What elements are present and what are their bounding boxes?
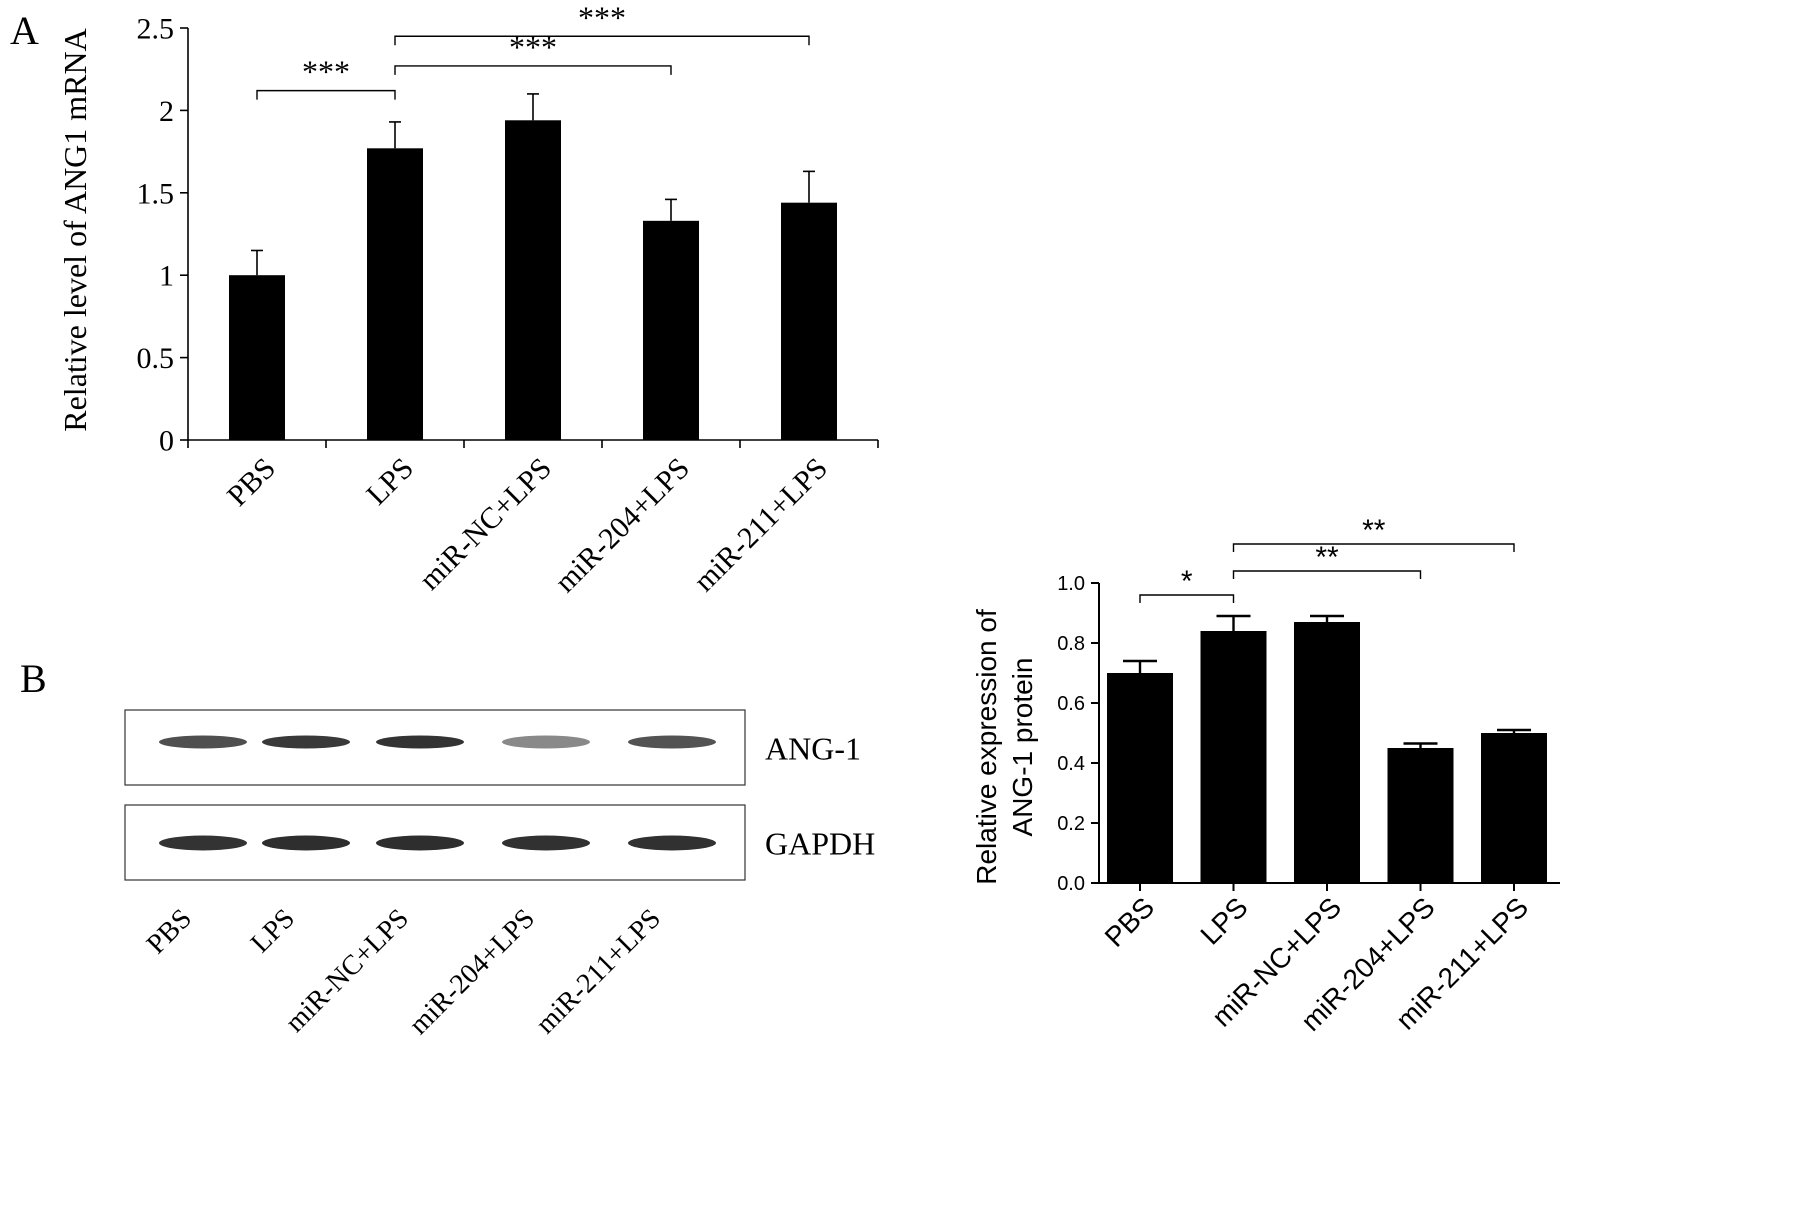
x-label-pbs: PBS bbox=[1099, 891, 1161, 953]
y-tick-label: 0 bbox=[159, 425, 174, 458]
y-tick-label: 0.6 bbox=[1057, 693, 1085, 715]
band-lps bbox=[262, 835, 350, 851]
y-axis-title: Relative level of ANG1 mRNA bbox=[57, 28, 93, 431]
x-label-mir-nc-lps: miR-NC+LPS bbox=[413, 452, 558, 597]
y-axis-title: ANG-1 protein bbox=[1007, 658, 1038, 837]
bar-mir-204-lps bbox=[1387, 748, 1454, 883]
blot-lane-mir-nc-lps: miR-NC+LPS bbox=[280, 903, 415, 1038]
x-label-mir-204-lps: miR-204+LPS bbox=[549, 452, 696, 599]
y-tick-label: 2.5 bbox=[137, 13, 175, 46]
x-label-mir-211-lps: miR-211+LPS bbox=[687, 452, 833, 598]
bar-mir-nc-lps bbox=[505, 120, 561, 441]
y-tick-label: 0.8 bbox=[1057, 633, 1085, 655]
band-mir-211-lps bbox=[628, 835, 716, 851]
panel-label-a: A bbox=[10, 8, 39, 53]
x-label-lps: LPS bbox=[360, 452, 420, 512]
significance-label: *** bbox=[302, 54, 350, 90]
bar-lps bbox=[367, 148, 423, 440]
band-lps bbox=[262, 735, 350, 749]
bar-mir-211-lps bbox=[781, 202, 837, 440]
significance-bracket bbox=[1232, 570, 1422, 579]
significance-bracket bbox=[256, 89, 396, 100]
band-pbs bbox=[159, 735, 247, 749]
y-tick-label: 0.5 bbox=[137, 342, 175, 375]
y-tick-label: 0.0 bbox=[1057, 873, 1085, 895]
band-mir-nc-lps bbox=[376, 735, 464, 749]
y-axis-title: Relative expression of bbox=[971, 609, 1002, 885]
y-tick-label: 1.0 bbox=[1057, 573, 1085, 595]
blot-lane-mir-204-lps: miR-204+LPS bbox=[403, 903, 541, 1041]
blot-row-ang-1 bbox=[124, 709, 746, 786]
x-label-lps: LPS bbox=[1194, 891, 1253, 950]
band-pbs bbox=[159, 835, 247, 851]
band-mir-204-lps bbox=[502, 735, 590, 749]
bar-mir-204-lps bbox=[643, 220, 699, 440]
significance-label: *** bbox=[509, 29, 557, 65]
bar-pbs bbox=[229, 275, 285, 440]
significance-label: *** bbox=[578, 0, 626, 35]
significance-bracket bbox=[394, 35, 810, 46]
y-tick-label: 2 bbox=[159, 95, 174, 128]
bar-mir-211-lps bbox=[1481, 733, 1547, 883]
blot-lane-mir-211-lps: miR-211+LPS bbox=[530, 903, 667, 1040]
significance-label: * bbox=[1181, 565, 1193, 598]
y-tick-label: 0.4 bbox=[1057, 753, 1085, 775]
band-mir-204-lps bbox=[502, 835, 590, 851]
significance-bracket bbox=[1139, 594, 1235, 603]
y-tick-label: 1 bbox=[159, 260, 174, 293]
bar-mir-nc-lps bbox=[1294, 622, 1360, 883]
mrna-bar-chart: 0 0.5 1 1.5 2 2.5 PBS LPSmiR-NC+LPSmiR-204+LPSm… bbox=[57, 0, 879, 599]
bar-pbs bbox=[1107, 673, 1173, 883]
blot-lane-lps: LPS bbox=[245, 903, 301, 959]
significance-bracket bbox=[1232, 543, 1515, 552]
blot-label-gapdh: GAPDH bbox=[765, 826, 875, 862]
blot-lane-pbs: PBS bbox=[141, 903, 198, 960]
significance-label: ** bbox=[1315, 541, 1339, 574]
bar-lps bbox=[1200, 631, 1267, 883]
y-tick-label: 1.5 bbox=[137, 177, 175, 210]
band-mir-nc-lps bbox=[376, 835, 464, 851]
band-mir-211-lps bbox=[628, 735, 716, 749]
significance-label: ** bbox=[1362, 514, 1386, 547]
panel-label-b: B bbox=[20, 656, 47, 701]
blot-label-ang-1: ANG-1 bbox=[765, 731, 861, 767]
significance-bracket bbox=[394, 65, 672, 75]
x-label-pbs: PBS bbox=[221, 452, 282, 513]
western-blot: ANG-1 GAPDH PBS LPSmiR-NC+LPSmiR-204+LPSmiR… bbox=[124, 709, 875, 1041]
y-tick-label: 0.2 bbox=[1057, 813, 1085, 835]
blot-row-gapdh bbox=[124, 804, 746, 881]
